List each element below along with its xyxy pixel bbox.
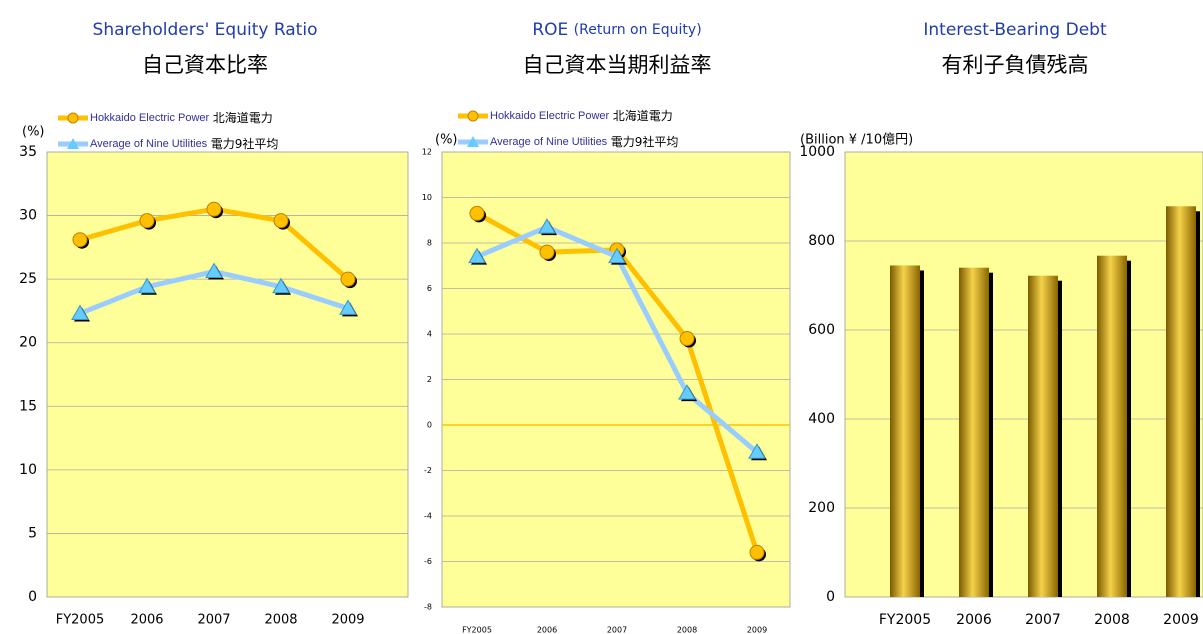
- x-tick-label: 2006: [956, 612, 992, 628]
- legend-name: Average of Nine Utilities: [490, 136, 608, 148]
- marker: [72, 232, 88, 248]
- legend-label: Average of Nine Utilities 電力9社平均: [90, 136, 278, 151]
- legend-name-ja: 電力9社平均: [211, 136, 279, 151]
- bar: [959, 267, 989, 597]
- y-tick-label: 5: [28, 525, 37, 541]
- marker: [272, 277, 290, 294]
- marker: [273, 213, 289, 229]
- bar: [890, 265, 920, 597]
- y-tick-label: 2: [427, 375, 432, 384]
- x-tick-label: 2006: [130, 613, 163, 628]
- marker: [678, 384, 696, 400]
- y-tick-label: -6: [424, 557, 432, 566]
- x-tick-label: 2009: [331, 613, 364, 628]
- y-tick-label: 6: [427, 284, 432, 293]
- plot-area: [46, 151, 409, 598]
- bar: [1166, 206, 1196, 598]
- x-tick-label: 2007: [607, 626, 627, 634]
- legend-marker: [467, 110, 479, 122]
- x-tick-label: 2008: [1094, 612, 1130, 628]
- y-tick-label: 1000: [799, 144, 835, 160]
- chart-title: ROE (Return on Equity): [532, 20, 701, 40]
- marker: [749, 544, 765, 560]
- legend-marker: [67, 112, 79, 124]
- x-tick-label: 2007: [1025, 612, 1061, 628]
- y-tick-label: 800: [808, 233, 835, 249]
- y-tick-label: 8: [427, 239, 432, 248]
- chart-title-note: (Return on Equity): [574, 22, 702, 38]
- marker: [608, 247, 626, 264]
- x-tick-label: 2009: [747, 626, 767, 634]
- y-tick-label: 25: [19, 271, 37, 287]
- legend-name: Hokkaido Electric Power: [90, 112, 210, 124]
- marker: [538, 218, 556, 234]
- legend-label: Average of Nine Utilities 電力9社平均: [490, 134, 678, 149]
- y-axis-label: (Billion ¥ /10億円): [800, 132, 913, 148]
- marker: [469, 205, 485, 221]
- legend-name-ja: 電力9社平均: [611, 134, 679, 149]
- marker: [138, 277, 156, 294]
- chart-title-main: Interest-Bearing Debt: [923, 20, 1107, 40]
- legend-name-ja: 北海道電力: [213, 110, 273, 125]
- x-tick-label: 2006: [537, 626, 557, 634]
- y-tick-label: -8: [424, 603, 432, 612]
- chart-subtitle: 有利子負債残高: [942, 53, 1089, 77]
- y-tick-label: 30: [19, 208, 37, 224]
- chart-title: Interest-Bearing Debt: [923, 20, 1107, 40]
- y-tick-label: 0: [28, 589, 37, 605]
- x-tick-label: 2007: [197, 613, 230, 628]
- bar: [1097, 255, 1127, 597]
- y-tick-label: 15: [19, 398, 37, 414]
- chart: Shareholders' Equity Ratio 自己資本比率 (%) 0 5 10 1…: [19, 20, 409, 628]
- chart-subtitle: 自己資本比率: [142, 53, 268, 77]
- y-tick-label: 35: [19, 144, 37, 160]
- x-tick-label: 2008: [264, 613, 297, 628]
- marker: [139, 213, 155, 229]
- chart-title-main: Shareholders' Equity Ratio: [93, 20, 318, 40]
- marker: [468, 247, 486, 264]
- marker: [340, 271, 356, 287]
- y-tick-label: 0: [427, 421, 432, 430]
- y-tick-label: 10: [422, 193, 432, 202]
- x-tick-label: FY2005: [462, 626, 492, 634]
- chart-title: Shareholders' Equity Ratio: [93, 20, 318, 40]
- y-tick-label: 200: [808, 500, 835, 516]
- legend-label: Hokkaido Electric Power 北海道電力: [490, 108, 673, 123]
- x-tick-label: FY2005: [56, 613, 105, 628]
- legend-name-ja: 北海道電力: [613, 108, 673, 123]
- y-axis-label: (%): [435, 133, 458, 148]
- y-tick-label: -2: [424, 466, 432, 475]
- legend-name: Average of Nine Utilities: [90, 138, 208, 150]
- marker: [206, 201, 222, 217]
- y-axis-label: (%): [22, 125, 45, 140]
- chart: Interest-Bearing Debt 有利子負債残高 (Billion ¥ /…: [799, 20, 1203, 628]
- x-tick-label: 2008: [677, 626, 697, 634]
- chart: ROE (Return on Equity) 自己資本当期利益率 (%) -8 -6 -4…: [422, 20, 791, 634]
- y-tick-label: 4: [427, 330, 432, 339]
- x-tick-label: FY2005: [879, 612, 931, 628]
- legend-marker: [467, 136, 479, 147]
- y-tick-label: 0: [826, 589, 835, 605]
- marker: [339, 299, 357, 315]
- marker: [71, 304, 89, 320]
- legend-label: Hokkaido Electric Power 北海道電力: [90, 110, 273, 125]
- marker: [539, 244, 555, 260]
- legend-name: Hokkaido Electric Power: [490, 110, 610, 122]
- y-tick-label: 12: [422, 148, 432, 157]
- chart-title-main: ROE: [532, 20, 568, 40]
- marker: [748, 443, 766, 459]
- marker: [205, 262, 223, 279]
- marker: [679, 331, 695, 347]
- y-tick-label: -4: [424, 512, 432, 521]
- x-tick-label: 2009: [1163, 612, 1199, 628]
- y-tick-label: 600: [808, 322, 835, 338]
- legend-marker: [67, 138, 79, 149]
- y-tick-label: 400: [808, 411, 835, 427]
- bar: [1028, 275, 1058, 597]
- y-tick-label: 20: [19, 335, 37, 351]
- chart-subtitle: 自己資本当期利益率: [523, 53, 712, 77]
- y-tick-label: 10: [19, 462, 37, 478]
